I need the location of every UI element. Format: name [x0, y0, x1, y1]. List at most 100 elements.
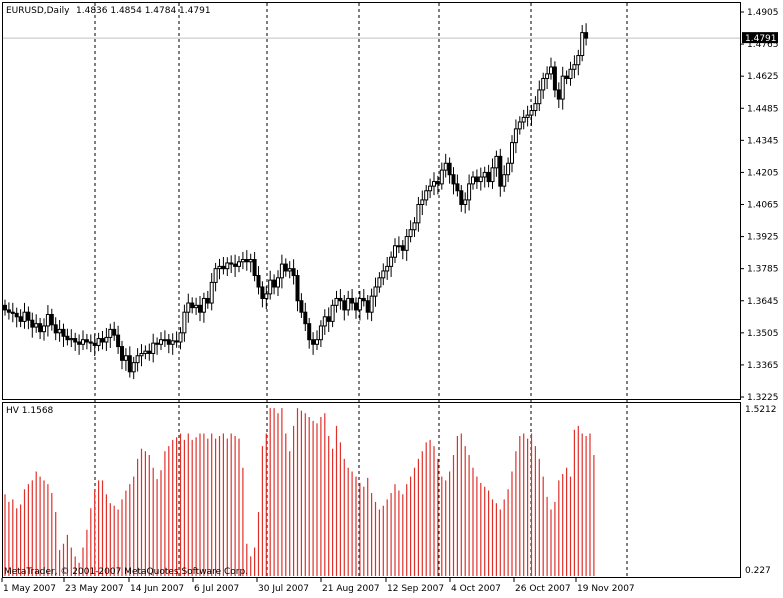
- time-tick-label: 30 Jul 2007: [258, 584, 309, 594]
- candle: [318, 320, 323, 348]
- time-tick-label: 12 Sep 2007: [387, 584, 444, 594]
- candle: [572, 55, 577, 79]
- candle: [342, 295, 347, 321]
- candle: [42, 318, 46, 341]
- price-tick-label: 1.4065: [747, 201, 779, 211]
- price-tick-label: 1.4345: [747, 136, 779, 146]
- candle: [112, 321, 117, 341]
- candle: [123, 348, 128, 371]
- candle: [580, 25, 585, 62]
- candle: [116, 325, 121, 354]
- candle: [162, 330, 167, 348]
- time-tick-label: 21 Aug 2007: [322, 584, 380, 594]
- candle: [30, 312, 35, 338]
- time-tick-label: 1 May 2007: [3, 584, 56, 594]
- indicator-pane-border: [2, 402, 741, 578]
- candle: [486, 164, 491, 188]
- candle: [174, 331, 179, 348]
- candle: [369, 288, 374, 322]
- candle: [26, 306, 31, 330]
- candle: [435, 175, 440, 195]
- candle: [248, 253, 253, 273]
- candle: [576, 49, 581, 76]
- candle: [217, 258, 222, 280]
- candle: [420, 190, 425, 216]
- candle: [194, 297, 199, 315]
- candle: [330, 299, 335, 328]
- candle: [482, 166, 487, 188]
- candle: [225, 257, 230, 276]
- candle: [143, 345, 148, 360]
- candle: [84, 333, 89, 350]
- candle: [490, 158, 495, 189]
- time-tick-label: 23 May 2007: [65, 584, 124, 594]
- candle: [268, 270, 273, 300]
- candle: [346, 290, 351, 316]
- price-tick-label: 1.3785: [747, 265, 779, 275]
- candle: [73, 332, 78, 351]
- candle: [361, 289, 366, 307]
- price-axis: 1.4905 1.4765 1.4625 1.4485 1.4345 1.4205 1.40…: [740, 8, 779, 403]
- hv-indicator-label: HV 1.1568: [6, 406, 54, 416]
- hv-scale-max: 1.5212: [745, 405, 777, 415]
- candle: [45, 305, 50, 337]
- candle: [502, 165, 507, 192]
- candle: [311, 332, 316, 355]
- candle: [357, 290, 362, 321]
- time-tick-label: 6 Jul 2007: [194, 584, 239, 594]
- candle: [108, 323, 113, 348]
- candle: [151, 333, 156, 363]
- candle: [338, 289, 343, 310]
- candle: [182, 304, 187, 342]
- price-tick-label: 1.3505: [747, 329, 779, 339]
- candle: [170, 333, 175, 355]
- candle: [291, 259, 296, 285]
- candle: [315, 330, 319, 351]
- candle: [385, 256, 390, 280]
- vertical-grid: [94, 3, 628, 577]
- price-tick-label: 1.3225: [747, 393, 779, 403]
- candle: [510, 135, 514, 173]
- candle: [467, 174, 472, 211]
- candle: [34, 314, 39, 333]
- candle: [276, 270, 280, 296]
- time-axis: 1 May 2007 23 May 2007 14 Jun 2007 6 Jul 20…: [1, 578, 635, 594]
- hv-scale-min: 0.227: [745, 566, 771, 576]
- candle: [439, 162, 444, 190]
- candle: [494, 150, 499, 177]
- ohlc-readout: 1.4836 1.4854 1.4784 1.4791: [76, 6, 211, 16]
- price-tick-label: 1.4205: [747, 168, 779, 178]
- candle: [237, 256, 241, 273]
- candle: [135, 348, 140, 372]
- candle: [14, 307, 19, 328]
- candle: [69, 329, 74, 348]
- candle: [178, 327, 183, 350]
- candle: [92, 333, 97, 356]
- candle: [53, 317, 58, 341]
- candle: [272, 274, 277, 295]
- candle: [498, 148, 503, 197]
- candle: [38, 317, 43, 340]
- candle: [408, 220, 413, 243]
- candle: [61, 323, 66, 347]
- candle: [451, 167, 456, 195]
- candle: [533, 96, 538, 117]
- price-tick-label: 1.3645: [747, 297, 779, 307]
- symbol-label: EURUSD,Daily: [6, 6, 70, 16]
- candle: [131, 356, 136, 380]
- candle: [350, 289, 355, 311]
- candle: [354, 297, 358, 319]
- price-tick-label: 1.4625: [747, 72, 779, 82]
- candle: [552, 61, 557, 98]
- candle: [443, 153, 448, 178]
- candle: [159, 332, 163, 351]
- candle: [326, 307, 331, 332]
- candle: [517, 116, 522, 135]
- main-pane-border: [2, 2, 741, 400]
- candle: [233, 254, 238, 277]
- candle: [549, 57, 553, 80]
- candle: [104, 328, 109, 351]
- candle: [478, 167, 483, 191]
- candle: [166, 333, 171, 354]
